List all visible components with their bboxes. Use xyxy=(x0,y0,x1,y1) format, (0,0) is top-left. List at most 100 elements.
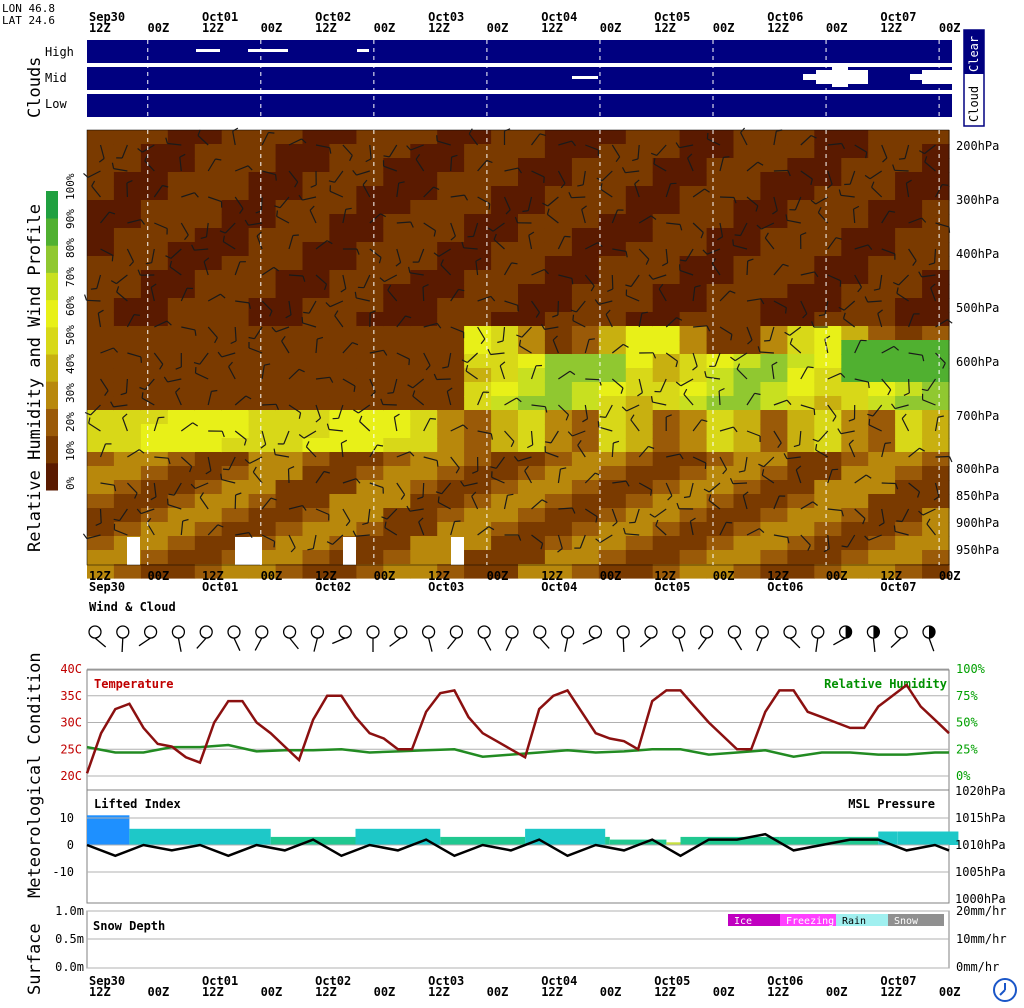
wind-barb xyxy=(905,183,910,198)
rh-cell xyxy=(922,312,950,327)
wind-barb-flag xyxy=(761,469,765,476)
rh-cell xyxy=(383,368,411,383)
rh-cell xyxy=(140,186,169,201)
wind-barb-flag xyxy=(400,494,406,500)
wind-barb-flag xyxy=(199,492,205,498)
wind-barb-flag xyxy=(116,286,120,293)
rh-cell xyxy=(329,284,357,299)
wind-barb-flag xyxy=(539,133,546,136)
wind-barb xyxy=(205,222,209,237)
rh-cell xyxy=(787,214,815,229)
rh-cell xyxy=(113,466,142,481)
wind-barb xyxy=(423,222,436,232)
rh-cell xyxy=(383,270,411,285)
rh-cell xyxy=(383,564,411,579)
rh-cell xyxy=(275,536,304,551)
rh-cell xyxy=(437,466,465,481)
wind-barb xyxy=(100,211,110,224)
station-circle xyxy=(282,625,297,639)
wind-barb xyxy=(881,482,896,485)
wind-barb-flag xyxy=(924,156,928,163)
rh-cell xyxy=(733,228,761,243)
wind-barb xyxy=(450,521,456,536)
rh-cell xyxy=(760,494,788,509)
rh-cell xyxy=(275,214,304,229)
rh-cell xyxy=(841,368,869,383)
rh-tick-label: 50% xyxy=(956,716,978,730)
wind-barb xyxy=(477,295,491,302)
wind-barb xyxy=(355,534,370,537)
rh-cell xyxy=(544,326,573,341)
rh-cell xyxy=(652,536,681,551)
wind-barb xyxy=(894,530,909,536)
wind-barb xyxy=(611,508,618,523)
wind-barb xyxy=(180,521,184,536)
wind-barb-flag xyxy=(514,216,519,224)
rh-cell xyxy=(275,522,304,537)
rh-cell xyxy=(518,298,546,313)
wind-barb-flag xyxy=(412,390,416,397)
bottom-axis-date: Oct03 xyxy=(428,974,464,988)
wind-barb xyxy=(719,326,733,335)
wind-barb-flag xyxy=(480,338,486,345)
rh-cell xyxy=(437,186,465,201)
wind-barb-flag xyxy=(370,391,376,397)
wind-barb xyxy=(656,144,667,156)
wind-barb-flag xyxy=(577,184,584,187)
wind-barb-flag xyxy=(384,521,387,528)
rh-cell xyxy=(760,242,788,257)
wind-barb xyxy=(718,390,721,406)
temp-tick-label: 40C xyxy=(60,662,82,676)
rh-cell xyxy=(706,382,735,397)
axis-12z: 12Z xyxy=(541,569,563,583)
wind-barb-flag xyxy=(220,473,223,480)
wind-barb-flag xyxy=(450,235,456,241)
wind-barb xyxy=(854,340,862,354)
rh-cell xyxy=(410,438,438,453)
wind-barb-flag xyxy=(505,209,511,215)
rh-cell xyxy=(329,494,357,509)
lon-label: LON 46.8 xyxy=(2,2,55,15)
wind-barb-flag xyxy=(764,232,769,239)
wind-barb xyxy=(100,347,114,354)
wind-barb xyxy=(153,185,163,198)
wind-barb-flag xyxy=(408,266,411,273)
wind-barb-flag xyxy=(487,227,494,232)
wind-barb xyxy=(369,248,382,258)
rh-cell xyxy=(329,228,357,243)
rh-cell xyxy=(383,480,411,495)
wind-barb xyxy=(418,248,425,263)
rh-cell xyxy=(410,130,438,145)
rh-cell xyxy=(194,214,223,229)
rh-cell xyxy=(706,340,735,355)
rh-cell xyxy=(356,480,384,495)
rh-cell xyxy=(895,200,923,215)
rh-cell xyxy=(544,158,573,173)
wind-barb xyxy=(463,247,478,250)
wind-barb xyxy=(180,287,188,302)
rh-cell xyxy=(895,130,923,145)
wind-barb-flag xyxy=(111,255,114,262)
top-axis-00z: 00Z xyxy=(600,21,622,35)
wind-barb-flag xyxy=(406,505,411,512)
wind-barb-flag xyxy=(783,453,788,459)
wind-barb-flag xyxy=(98,158,105,163)
rh-cell xyxy=(922,368,950,383)
wind-barb xyxy=(827,170,833,185)
rh-cell xyxy=(167,326,196,341)
clock-icon[interactable] xyxy=(993,978,1017,1002)
rh-cell xyxy=(625,424,654,439)
rh-cell xyxy=(895,452,923,467)
rh-cell xyxy=(625,536,654,551)
rh-cell xyxy=(760,298,788,313)
wind-barb xyxy=(598,426,613,432)
wind-barb-flag xyxy=(110,280,117,285)
rh-cell xyxy=(248,452,277,467)
wind-barb-flag xyxy=(557,548,563,553)
wind-barb-flag xyxy=(544,441,552,444)
rh-cell xyxy=(410,424,438,439)
rh-cell xyxy=(841,354,869,369)
wind-barb-flag xyxy=(764,339,771,342)
pressure-level-label: 800hPa xyxy=(956,462,999,476)
top-axis-date: Oct04 xyxy=(541,10,577,24)
